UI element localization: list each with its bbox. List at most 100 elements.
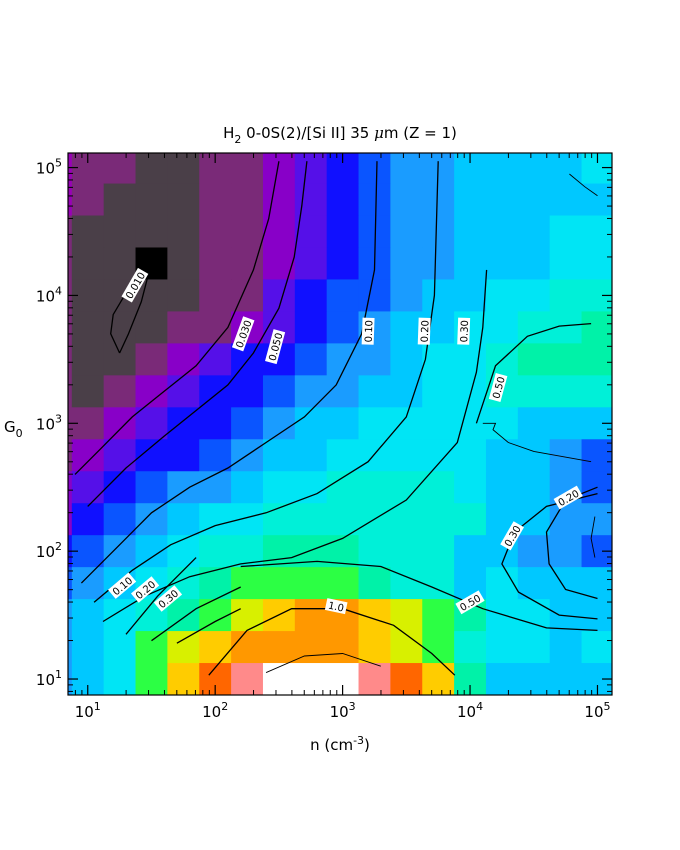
heatmap-cell [294, 343, 328, 376]
heatmap-cell [294, 503, 328, 536]
heatmap-cell [422, 183, 455, 217]
heatmap-cell [454, 215, 487, 248]
heatmap-cell [454, 279, 487, 312]
heatmap-cell [294, 567, 328, 600]
heatmap-cell [358, 439, 391, 472]
heatmap-cell [71, 567, 105, 600]
x-tick-label: 102 [202, 700, 228, 721]
heatmap-cell [454, 471, 487, 504]
heatmap-cell [581, 183, 613, 217]
heatmap-cell [167, 279, 200, 312]
heatmap-cell [68, 153, 73, 185]
heatmap-cell [231, 471, 264, 504]
heatmap-cell [135, 215, 168, 248]
heatmap-cell [517, 503, 551, 536]
y-tick-label: 105 [36, 157, 62, 178]
heatmap-cell [422, 247, 455, 280]
heatmap-cell [517, 343, 551, 376]
heatmap-cell [71, 343, 105, 376]
heatmap-cell [485, 183, 519, 217]
heatmap-cell [581, 567, 613, 600]
heatmap-cell [294, 375, 328, 408]
heatmap-cell [294, 599, 328, 632]
heatmap-cell [358, 663, 391, 696]
contour-label: 1.0 [324, 598, 348, 615]
heatmap-cell [517, 215, 551, 248]
x-tick-label: 103 [330, 700, 356, 721]
heatmap-cell [326, 183, 360, 217]
heatmap-cell [358, 375, 391, 408]
heatmap-cell [422, 663, 455, 696]
heatmap-cell [454, 439, 487, 472]
heatmap-cell [231, 215, 264, 248]
heatmap-cell [581, 343, 613, 376]
heatmap-cell [262, 567, 296, 600]
heatmap-cell [71, 503, 105, 536]
heatmap-cell [68, 471, 73, 504]
contour-line [569, 173, 598, 197]
heatmap-cell [167, 663, 200, 696]
heatmap-cell [199, 279, 232, 312]
heatmap-cell [167, 535, 200, 568]
heatmap-cell [103, 407, 137, 440]
axes: 101 102 103 104 105 101 102 103 104 105 [36, 153, 612, 721]
heatmap-cell [358, 535, 391, 568]
heatmap-cell [390, 503, 423, 536]
heatmap-cell [135, 471, 168, 504]
heatmap-cell [231, 567, 264, 600]
heatmap-cell [199, 247, 232, 280]
contour-label: 0.30 [457, 317, 471, 345]
heatmap-cell [294, 311, 328, 344]
heatmap-cell [581, 215, 613, 248]
heatmap-cell [390, 279, 423, 312]
heatmap-cell [549, 183, 583, 217]
heatmap-cell [167, 503, 200, 536]
heatmap-cell [231, 503, 264, 536]
heatmap-cell [103, 503, 137, 536]
heatmap-cell [454, 503, 487, 536]
heatmap-cells [68, 153, 613, 696]
heatmap-cell [485, 663, 519, 696]
heatmap-cell [517, 279, 551, 312]
heatmap-cell [71, 599, 105, 632]
heatmap-cell [326, 407, 360, 440]
heatmap-cell [167, 311, 200, 344]
heatmap-cell [231, 375, 264, 408]
heatmap-cell [262, 439, 296, 472]
contour-line [87, 161, 308, 507]
heatmap-cell [549, 503, 583, 536]
heatmap-cell [294, 153, 328, 185]
heatmap-cell [390, 375, 423, 408]
heatmap-cell [485, 471, 519, 504]
chart-title: H2 0-0S(2)/[Si II] 35 μm (Z = 1) [223, 124, 457, 146]
heatmap-cell [358, 153, 391, 185]
heatmap-cell [262, 375, 296, 408]
heatmap-cell [454, 535, 487, 568]
heatmap-cell [135, 311, 168, 344]
heatmap-cell [71, 215, 105, 248]
heatmap-cell [68, 183, 73, 217]
heatmap-cell [422, 631, 455, 664]
heatmap-cell [68, 247, 73, 280]
contour-label: 0.10 [361, 317, 375, 345]
heatmap-cell [103, 439, 137, 472]
heatmap-cell [199, 631, 232, 664]
heatmap-cell [199, 311, 232, 344]
heatmap-cell [294, 407, 328, 440]
heatmap-cell [326, 215, 360, 248]
contour-line [590, 516, 596, 558]
heatmap-cell [390, 535, 423, 568]
heatmap-cell [68, 439, 73, 472]
y-tick-label: 103 [36, 412, 62, 433]
heatmap-cell [71, 311, 105, 344]
heatmap-cell [358, 631, 391, 664]
heatmap-cell [517, 599, 551, 632]
heatmap-cell [167, 631, 200, 664]
heatmap-cell [231, 153, 264, 185]
heatmap-cell [103, 343, 137, 376]
heatmap-cell [358, 407, 391, 440]
heatmap-cell [517, 183, 551, 217]
heatmap-cell [517, 663, 551, 696]
heatmap-cell [549, 407, 583, 440]
heatmap-cell [358, 343, 391, 376]
